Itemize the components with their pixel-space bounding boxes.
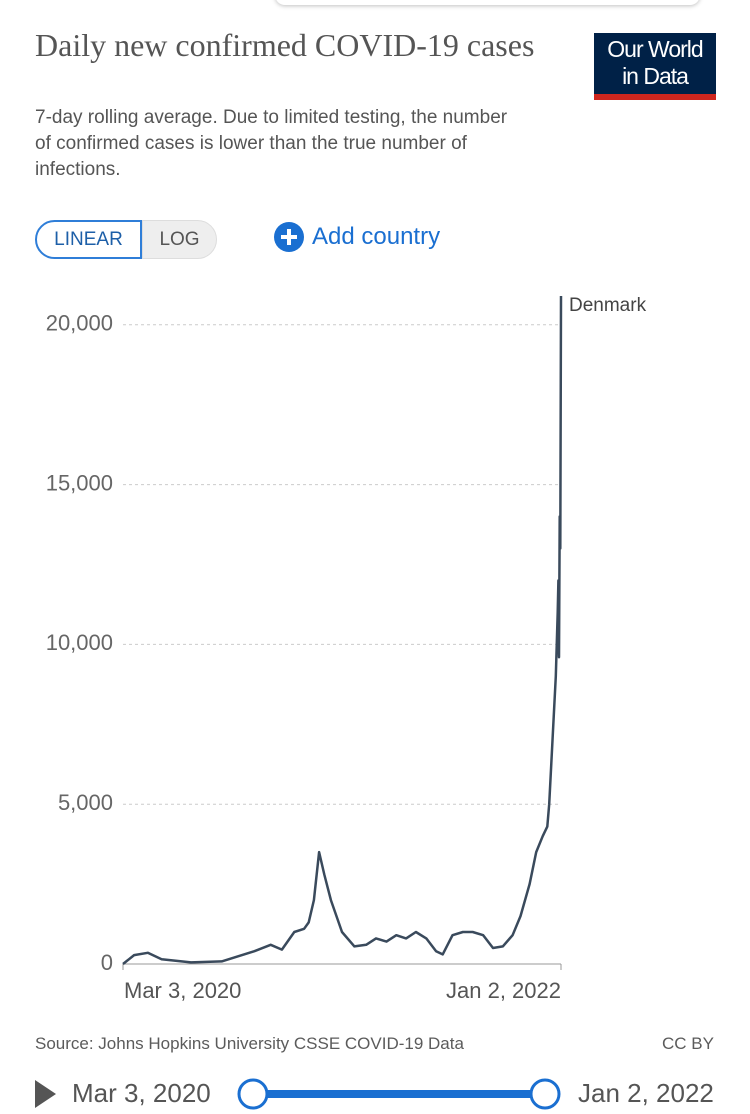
- timeline-handle[interactable]: [237, 1078, 269, 1110]
- timeline: Mar 3, 2020 Jan 2, 2022: [35, 1078, 714, 1110]
- x-tick-label: Jan 2, 2022: [446, 978, 561, 1003]
- chart-subtitle: 7-day rolling average. Due to limited te…: [35, 107, 508, 180]
- play-button[interactable]: [35, 1080, 56, 1108]
- y-tick-label: 15,000: [46, 470, 113, 495]
- logo-line: Our World: [607, 36, 703, 62]
- timeline-end: Jan 2, 2022: [578, 1078, 714, 1108]
- log-button[interactable]: LOG: [142, 220, 217, 259]
- logo[interactable]: Our World in Data: [594, 33, 716, 100]
- linear-button[interactable]: LINEAR: [35, 220, 142, 259]
- y-tick-label: 5,000: [58, 790, 113, 815]
- y-tick-label: 20,000: [46, 311, 113, 336]
- timeline-handle[interactable]: [529, 1078, 561, 1110]
- popup-edge: [275, 0, 700, 5]
- chart: 0 5,000 10,000 15,000 20,000 Mar 3, 2020 Jan 2…: [46, 295, 647, 1003]
- line-series: [122, 295, 563, 965]
- scale-toggle: LINEAR LOG: [35, 220, 217, 259]
- license[interactable]: CC BY: [662, 1034, 714, 1053]
- y-tick-label: 10,000: [46, 630, 113, 655]
- x-tick-label: Mar 3, 2020: [124, 978, 241, 1003]
- plus-icon: [274, 222, 304, 252]
- add-country[interactable]: Add country: [274, 222, 440, 252]
- timeline-start: Mar 3, 2020: [72, 1078, 211, 1108]
- chart-title: Daily new confirmed COVID-19 cases: [35, 27, 535, 63]
- y-tick-label: 0: [101, 950, 113, 975]
- source: Source: Johns Hopkins University CSSE CO…: [35, 1034, 464, 1053]
- add-country-label: Add country: [312, 223, 441, 250]
- logo-line: in Data: [622, 63, 689, 89]
- series-label: Denmark: [569, 295, 647, 316]
